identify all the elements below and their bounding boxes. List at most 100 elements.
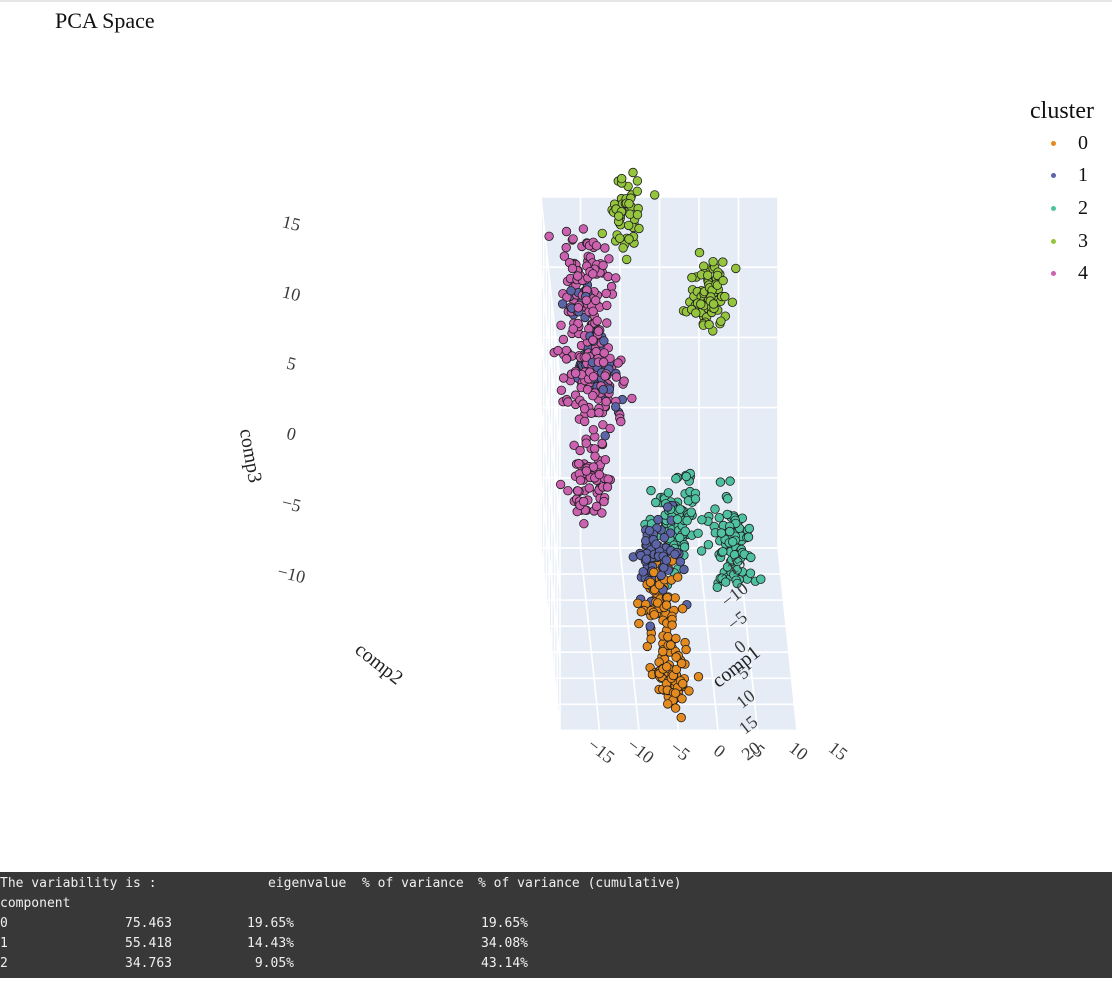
point-cluster-4 (579, 519, 589, 529)
point-cluster-4 (575, 445, 585, 456)
point-cluster-3 (716, 316, 726, 326)
point-cluster-4 (593, 326, 604, 336)
point-cluster-4 (588, 391, 598, 401)
point-cluster-1 (566, 286, 576, 296)
col-header-eigenvalue: eigenvalue (268, 876, 347, 891)
point-cluster-4 (594, 469, 605, 480)
point-cluster-1 (651, 539, 661, 549)
point-cluster-2 (682, 516, 692, 526)
point-cluster-3 (650, 190, 660, 200)
point-cluster-1 (653, 514, 663, 525)
point-cluster-0 (642, 641, 653, 652)
legend-item-1[interactable]: 1 (1030, 160, 1094, 193)
point-cluster-3 (634, 223, 644, 234)
point-cluster-2 (732, 578, 742, 589)
point-cluster-4 (611, 273, 621, 283)
point-cluster-4 (580, 416, 590, 427)
point-cluster-1 (638, 567, 648, 577)
col-header-variance: % of variance (362, 876, 464, 891)
point-cluster-4 (603, 271, 613, 282)
point-cluster-3 (632, 176, 643, 186)
legend-item-2[interactable]: 2 (1030, 192, 1094, 225)
point-cluster-4 (601, 288, 611, 299)
point-cluster-1 (659, 533, 670, 543)
point-cluster-2 (675, 533, 685, 543)
point-cluster-2 (718, 547, 728, 557)
point-cluster-2 (722, 509, 732, 520)
point-cluster-4 (590, 451, 600, 462)
point-cluster-0 (677, 658, 687, 669)
point-cluster-0 (677, 604, 688, 614)
legend-item-3[interactable]: 3 (1030, 225, 1094, 258)
axis-title-comp3: comp3 (235, 427, 266, 484)
cell-cumulative: 19.65% (481, 916, 528, 931)
point-cluster-4 (602, 300, 612, 311)
point-cluster-4 (591, 295, 601, 306)
point-cluster-2 (646, 485, 656, 496)
point-cluster-1 (557, 299, 568, 309)
legend: cluster 0 1 2 3 4 (1030, 98, 1094, 290)
grid-x-floor (619, 547, 640, 731)
legend-label: 1 (1078, 164, 1088, 187)
pca-3d-scatter[interactable]: −15 −10 −5 0 5 10 15−15−10−505101520−10−505101… (0, 0, 1112, 870)
point-cluster-1 (641, 554, 652, 564)
point-cluster-4 (598, 260, 608, 271)
point-cluster-2 (743, 532, 754, 542)
point-cluster-0 (653, 598, 663, 608)
point-cluster-3 (624, 198, 634, 209)
point-cluster-4 (611, 372, 622, 382)
point-cluster-2 (651, 497, 661, 508)
point-cluster-4 (561, 354, 572, 364)
point-cluster-1 (679, 564, 689, 575)
point-cluster-4 (591, 241, 602, 251)
point-cluster-2 (714, 513, 725, 523)
point-cluster-4 (613, 358, 623, 368)
point-cluster-3 (731, 263, 741, 274)
point-cluster-4 (559, 251, 570, 261)
point-cluster-0 (684, 686, 694, 696)
point-cluster-4 (627, 393, 637, 404)
index-name: component (0, 896, 71, 911)
point-cluster-2 (756, 574, 766, 584)
legend-marker (1051, 140, 1056, 146)
point-cluster-2 (703, 540, 714, 550)
point-cluster-3 (727, 297, 738, 308)
point-cluster-0 (666, 640, 676, 650)
point-cluster-4 (578, 224, 589, 234)
point-cluster-2 (681, 471, 692, 482)
point-cluster-1 (665, 528, 676, 538)
point-cluster-4 (588, 269, 598, 279)
point-cluster-4 (563, 397, 573, 407)
legend-item-0[interactable]: 0 (1030, 127, 1094, 160)
point-cluster-0 (673, 572, 683, 582)
legend-marker (1051, 238, 1056, 244)
legend-label: 2 (1078, 196, 1088, 219)
point-cluster-3 (597, 228, 608, 239)
point-cluster-3 (617, 173, 627, 184)
point-cluster-2 (712, 582, 723, 593)
point-cluster-4 (600, 455, 611, 465)
point-cluster-4 (588, 372, 599, 382)
point-cluster-3 (618, 243, 628, 253)
point-cluster-4 (561, 226, 572, 237)
cell-cumulative: 34.08% (481, 936, 528, 951)
point-cluster-0 (678, 679, 688, 689)
point-cluster-2 (710, 504, 720, 514)
plot-title: PCA Space (55, 8, 155, 33)
point-cluster-4 (597, 438, 607, 449)
point-cluster-4 (616, 416, 626, 427)
legend-item-4[interactable]: 4 (1030, 257, 1094, 290)
legend-marker (1051, 271, 1056, 277)
point-cluster-4 (604, 254, 614, 264)
point-cluster-3 (624, 220, 634, 231)
point-cluster-2 (723, 494, 733, 504)
console-header-line: The variability is : eigenvalue % of var… (0, 874, 682, 894)
tick-comp1: 0 (710, 740, 729, 761)
cell-component: 1 (0, 936, 8, 951)
point-cluster-4 (584, 483, 595, 493)
cell-component: 2 (0, 956, 8, 971)
point-cluster-4 (598, 357, 609, 367)
point-cluster-4 (592, 316, 602, 326)
point-cluster-4 (594, 408, 604, 418)
point-cluster-4 (556, 385, 567, 396)
